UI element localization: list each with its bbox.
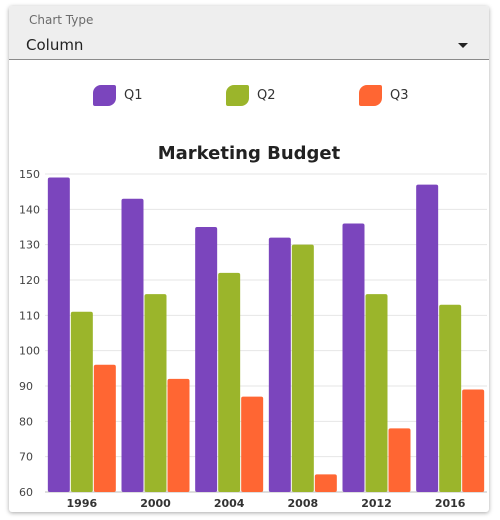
legend-swatch-q3 [359,85,382,106]
x-tick-label: 2016 [435,497,466,510]
bar-q1-2008[interactable] [268,237,291,492]
y-tick-label: 60 [19,486,33,499]
x-tick-label: 2008 [288,497,319,510]
x-tick-label: 2012 [361,497,392,510]
bar-q1-2016[interactable] [416,184,439,492]
y-tick-label: 90 [19,380,33,393]
bar-q1-2000[interactable] [121,198,144,492]
bar-q3-2012[interactable] [388,428,411,492]
chart-title: Marketing Budget [158,143,341,164]
x-axis-ticks: 1996 2000 2004 2008 2012 2016 [67,497,466,510]
bar-q2-2008[interactable] [291,244,314,492]
bar-q1-1996[interactable] [47,177,70,493]
x-tick-label: 2004 [214,497,245,510]
y-tick-label: 80 [19,415,33,428]
y-tick-label: 120 [19,274,40,287]
bar-q1-2004[interactable] [195,227,218,492]
bar-q3-2008[interactable] [314,474,337,492]
dropdown-arrow-icon[interactable] [458,43,468,48]
legend-swatch-q1 [93,85,116,106]
legend-label-q3: Q3 [390,88,409,103]
bar-q2-2000[interactable] [144,294,167,492]
bar-q2-1996[interactable] [70,311,93,492]
legend-swatch-q2 [226,85,249,106]
bar-q2-2016[interactable] [439,304,462,492]
bar-q2-2004[interactable] [218,272,241,492]
legend-label-q2: Q2 [257,88,276,103]
bar-q3-1996[interactable] [93,364,116,492]
chart-legend: Q1 Q2 Q3 [9,84,489,108]
bar-q2-2012[interactable] [365,294,388,492]
y-tick-label: 140 [19,203,40,216]
bars [47,177,485,493]
chart-type-label: Chart Type [29,13,94,27]
legend-label-q1: Q1 [124,88,143,103]
x-tick-label: 1996 [67,497,98,510]
y-tick-label: 110 [19,309,40,322]
chart-type-value[interactable]: Column [26,36,84,54]
bar-q3-2016[interactable] [462,389,485,492]
bar-q3-2004[interactable] [241,396,264,492]
chart-card: Chart Type Column Q1 Q2 Q3 Marketing Bud… [9,6,489,512]
bar-q3-2000[interactable] [167,378,190,492]
y-axis-ticks: 60 70 80 90 100 110 120 130 140 150 [19,168,40,499]
bar-q1-2012[interactable] [342,223,365,492]
x-tick-label: 2000 [140,497,171,510]
column-chart: Marketing Budget 60 70 80 90 100 110 120 130 140… [19,143,487,510]
y-tick-label: 150 [19,168,40,181]
chart-type-select[interactable]: Chart Type Column [9,6,489,60]
y-tick-label: 70 [19,451,33,464]
grid-lines [45,173,487,493]
y-tick-label: 130 [19,239,40,252]
y-tick-label: 100 [19,345,40,358]
